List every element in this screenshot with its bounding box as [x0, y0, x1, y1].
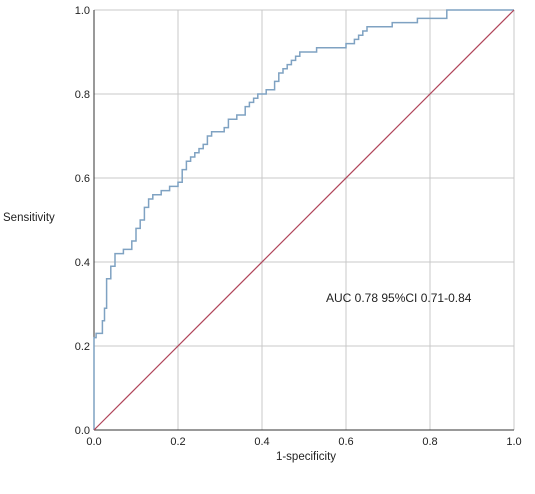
y-tick-label: 1.0	[75, 5, 90, 17]
grid	[93, 9, 515, 431]
roc-curve	[93, 9, 514, 430]
x-tick-label: 0.2	[170, 436, 185, 448]
y-tick-label: 0.4	[75, 257, 90, 269]
auc-annotation: AUC 0.78 95%CI 0.71-0.84	[326, 291, 472, 305]
y-tick-label: 0.8	[75, 89, 90, 101]
y-tick-label: 0.6	[75, 173, 90, 185]
y-tick-label: 0.2	[75, 341, 90, 353]
reference-diagonal-line	[93, 9, 515, 431]
tick-labels: 0.0 0.2 0.4 0.6 0.8 1.0 0.0 0.2 0.4 0.6 0.8 1.0	[75, 5, 522, 448]
y-tick-label: 0.0	[75, 425, 90, 437]
x-tick-label: 0.0	[86, 436, 101, 448]
x-tick-label: 1.0	[506, 436, 521, 448]
x-tick-label: 0.6	[338, 436, 353, 448]
x-tick-label: 0.4	[254, 436, 269, 448]
y-axis-title: Sensitivity	[3, 212, 55, 224]
x-axis-title: 1-specificity	[276, 451, 336, 463]
x-tick-label: 0.8	[422, 436, 437, 448]
plot-area	[93, 9, 515, 431]
